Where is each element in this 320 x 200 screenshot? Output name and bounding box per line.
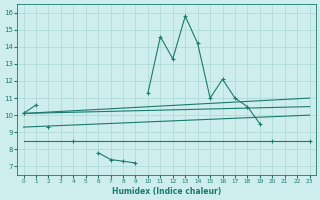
X-axis label: Humidex (Indice chaleur): Humidex (Indice chaleur) (112, 187, 221, 196)
